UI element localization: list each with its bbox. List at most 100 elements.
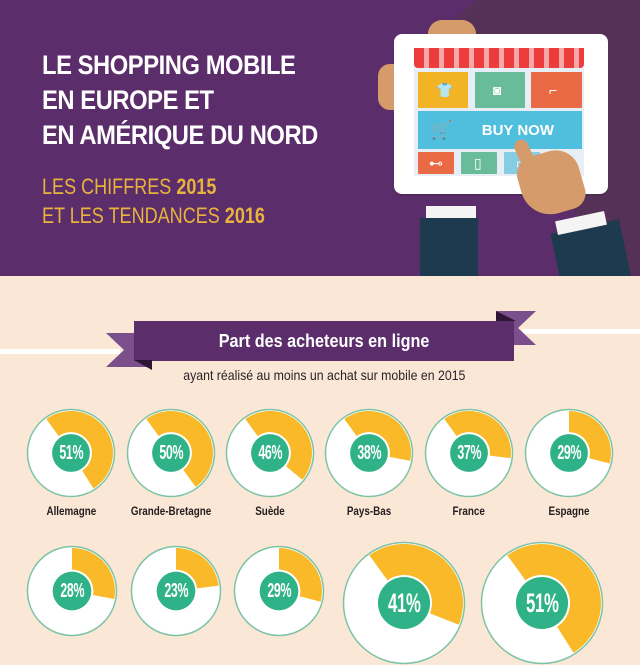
subtitle-text-2: ET LES TENDANCES xyxy=(42,203,225,228)
donut-ring xyxy=(342,541,466,665)
title-line-2: EN EUROPE ET xyxy=(42,85,214,115)
phone-icon: ▯ xyxy=(474,155,482,171)
subtitle-text-1: LES CHIFFRES xyxy=(42,174,177,199)
country-label: Suède xyxy=(210,504,330,518)
donut-segment xyxy=(344,410,411,461)
percentage-label: 29% xyxy=(267,579,291,602)
donut-ring xyxy=(233,545,325,637)
country-label: Grande-Bretagne xyxy=(111,504,231,518)
shop-awning xyxy=(414,48,584,68)
donut-segment xyxy=(507,544,601,653)
buy-now-button: BUY NOW xyxy=(418,111,582,149)
percentage-label: 28% xyxy=(60,579,84,602)
donut-ring xyxy=(524,408,614,498)
donut-center xyxy=(450,434,488,472)
tshirt-icon: 👕 xyxy=(436,82,454,98)
subtitle-line-1: LES CHIFFRES 2015 xyxy=(42,172,265,201)
title-line-1: LE SHOPPING MOBILE xyxy=(42,50,296,80)
percentage-label: 23% xyxy=(164,579,188,602)
percentage-label: 50% xyxy=(159,441,183,464)
donut-center xyxy=(259,571,299,611)
donut-ring xyxy=(225,408,315,498)
percentage-label: 38% xyxy=(357,441,381,464)
donut-chart: 23% xyxy=(130,545,222,637)
donut-ring xyxy=(324,408,414,498)
country-name: Pays-Bas xyxy=(346,504,392,518)
donut-chart: 46% xyxy=(225,408,315,498)
donut-segment xyxy=(279,548,322,602)
country-label: France xyxy=(409,504,529,518)
high-heel-icon: ⌐ xyxy=(549,82,558,98)
donut-center xyxy=(350,434,388,472)
donut-center xyxy=(550,434,588,472)
country-name: Espagne xyxy=(548,504,590,518)
donut-segment xyxy=(46,411,113,489)
title-line-3: EN AMÉRIQUE DU NORD xyxy=(42,120,318,150)
donut-segment xyxy=(444,411,511,459)
left-sleeve xyxy=(420,218,478,276)
donut-center xyxy=(52,571,92,611)
donut-center xyxy=(377,576,431,630)
donut-center xyxy=(152,434,190,472)
donut-center xyxy=(515,576,569,630)
subtitle-line-2: ET LES TENDANCES 2016 xyxy=(42,201,265,230)
donut-ring xyxy=(126,408,216,498)
donut-chart: 50% xyxy=(126,408,216,498)
percentage-label: 51% xyxy=(59,441,83,464)
donut-segment xyxy=(72,548,115,600)
donut-chart: 51% xyxy=(480,541,604,665)
page-subtitle: LES CHIFFRES 2015 ET LES TENDANCES 2016 xyxy=(42,172,265,230)
donut-segment xyxy=(146,411,213,487)
donut-chart: 41% xyxy=(342,541,466,665)
donut-ring xyxy=(424,408,514,498)
donut-ring xyxy=(130,545,222,637)
ribbon-fold-right xyxy=(496,311,516,321)
donut-chart: 38% xyxy=(324,408,414,498)
watch-icon: ⊷ xyxy=(429,155,443,171)
donut-center xyxy=(52,434,90,472)
donut-chart: 51% xyxy=(26,408,116,498)
donut-chart: 29% xyxy=(524,408,614,498)
divider-left xyxy=(0,349,120,354)
percentage-label: 46% xyxy=(258,441,282,464)
donut-center xyxy=(156,571,196,611)
country-name: Grande-Bretagne xyxy=(130,504,212,518)
percentage-label: 51% xyxy=(525,587,559,618)
country-name: Suède xyxy=(255,504,285,518)
donut-ring xyxy=(26,408,116,498)
percentage-label: 41% xyxy=(387,587,421,618)
watch-tile: ⊷ xyxy=(418,152,454,174)
page-title: LE SHOPPING MOBILE EN EUROPE ET EN AMÉRI… xyxy=(42,48,318,153)
tshirt-tile: 👕 xyxy=(418,72,468,108)
donut-segment xyxy=(569,411,611,464)
section-title: Part des acheteurs en ligne xyxy=(218,330,430,351)
percentage-label: 37% xyxy=(457,441,481,464)
phone-tile: ▯ xyxy=(461,152,497,174)
country-label: Espagne xyxy=(509,504,629,518)
tablet-shopping-illustration: 👕 ◙ ⌐ BUY NOW 🛒 ⊷ ▯ ▭ xyxy=(370,0,640,276)
country-name: Allemagne xyxy=(46,504,96,518)
camera-icon: ◙ xyxy=(493,82,502,98)
shoe-tile: ⌐ xyxy=(531,72,582,108)
ribbon-fold-left xyxy=(134,360,152,370)
section-subtitle-text: ayant réalisé au moins un achat sur mobi… xyxy=(182,367,466,383)
country-name: France xyxy=(452,504,486,518)
donut-center xyxy=(251,434,289,472)
donut-segment xyxy=(245,410,312,480)
donut-chart: 37% xyxy=(424,408,514,498)
divider-right xyxy=(522,329,640,334)
subtitle-year-2: 2016 xyxy=(224,203,265,228)
section-title-ribbon: Part des acheteurs en ligne xyxy=(134,321,514,361)
donut-segment xyxy=(176,548,219,589)
donut-segment xyxy=(369,544,463,625)
country-label: Allemagne xyxy=(11,504,131,518)
donut-chart: 28% xyxy=(26,545,118,637)
donut-chart: 29% xyxy=(233,545,325,637)
percentage-label: 29% xyxy=(557,441,581,464)
camera-tile: ◙ xyxy=(475,72,525,108)
section-subtitle: ayant réalisé au moins un achat sur mobi… xyxy=(134,367,514,383)
cart-icon: 🛒 xyxy=(430,120,453,140)
hero-banner: LE SHOPPING MOBILE EN EUROPE ET EN AMÉRI… xyxy=(0,0,640,276)
donut-ring xyxy=(480,541,604,665)
country-label: Pays-Bas xyxy=(309,504,429,518)
